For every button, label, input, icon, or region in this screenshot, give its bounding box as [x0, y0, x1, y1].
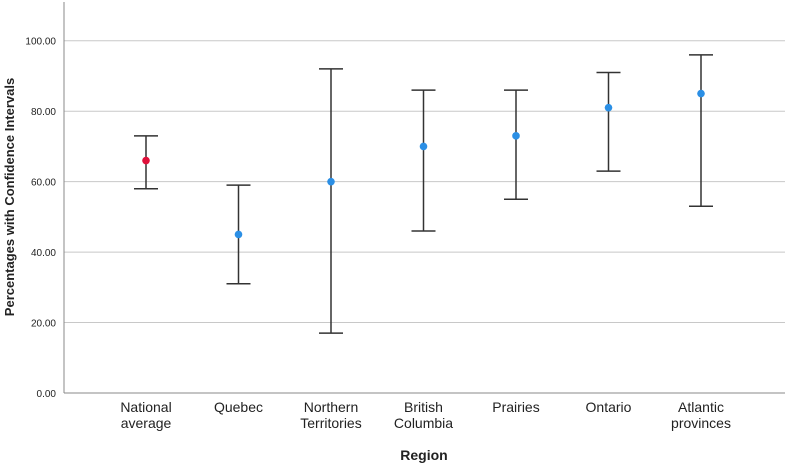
x-tick-label: Ontario	[586, 399, 632, 415]
x-tick-label-line: Northern	[304, 399, 358, 415]
data-point	[327, 177, 335, 186]
x-tick-label-line: Prairies	[492, 399, 539, 415]
error-bar-group	[504, 89, 528, 201]
data-point	[419, 142, 428, 151]
gridlines	[64, 40, 785, 324]
data-point	[604, 103, 613, 112]
x-tick-label: National average	[120, 399, 171, 431]
x-tick-label: British Columbia	[394, 399, 453, 431]
data-marks	[134, 54, 713, 334]
x-tick-label-line: Columbia	[394, 415, 453, 431]
x-tick-label: Northern Territories	[300, 399, 361, 431]
x-tick-label-line: provinces	[671, 415, 731, 431]
x-tick-label: Atlantic provinces	[671, 399, 731, 431]
x-tick-label: Quebec	[214, 399, 263, 415]
y-tick-label: 20.00	[31, 319, 56, 330]
y-tick-label: 0.00	[37, 389, 57, 400]
data-point	[512, 132, 520, 140]
y-tick-label: 40.00	[31, 248, 56, 259]
data-point	[697, 89, 705, 98]
y-tick-label: 100.00	[25, 37, 56, 48]
x-tick-label-line: Atlantic	[678, 399, 724, 415]
x-tick-label-line: Territories	[300, 415, 361, 431]
error-bar-group	[596, 71, 621, 172]
x-tick-label-line: British	[404, 399, 443, 415]
x-tick-label-line: Ontario	[586, 399, 632, 415]
error-bar-group	[411, 89, 436, 232]
x-axis-label: Region	[400, 447, 447, 463]
x-tick-label-line: Quebec	[214, 399, 263, 415]
x-axis-ticks: National average Quebec Northern Territories…	[120, 399, 731, 431]
y-axis-label: Percentages with Confidence Intervals	[2, 78, 17, 316]
x-tick-label: Prairies	[492, 399, 539, 415]
x-tick-label-line: average	[121, 415, 172, 431]
error-bar-group	[319, 68, 343, 334]
error-bar-group	[689, 54, 713, 208]
data-point	[234, 230, 243, 239]
y-axis-ticks: 0.00 20.00 40.00 60.00 80.00 100.00	[25, 37, 56, 400]
y-tick-label: 80.00	[31, 107, 56, 118]
x-tick-label-line: National	[120, 399, 171, 415]
y-tick-label: 60.00	[31, 178, 56, 189]
data-point	[142, 156, 150, 165]
error-bar-group	[134, 135, 158, 190]
error-bar-group	[226, 184, 251, 285]
